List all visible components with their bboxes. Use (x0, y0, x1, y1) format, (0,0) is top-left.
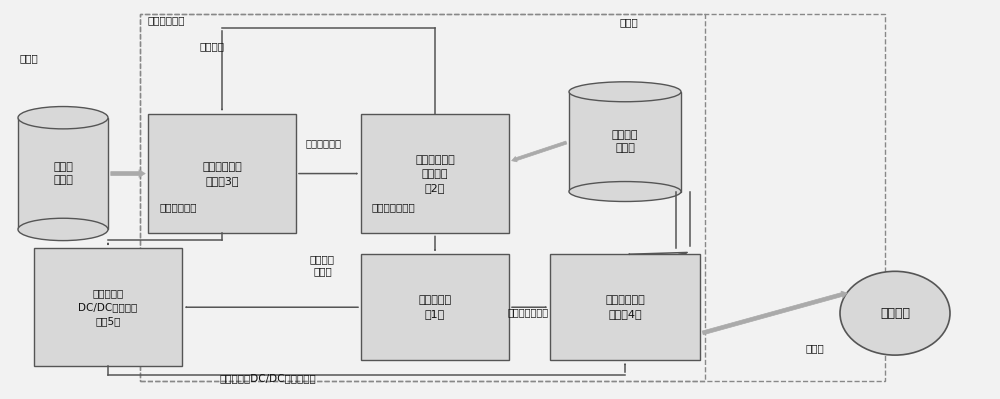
Text: 蓄电池损失功率: 蓄电池损失功率 (508, 307, 549, 317)
Text: 输入端: 输入端 (20, 53, 39, 63)
Ellipse shape (18, 107, 108, 129)
Text: 电机损耗: 电机损耗 (200, 41, 225, 51)
Bar (361, 114, 509, 233)
Text: 蓄电池需求电流: 蓄电池需求电流 (372, 201, 416, 212)
Bar (550, 255, 700, 360)
Text: 输入端: 输入端 (620, 17, 639, 27)
Text: 超级电容
端电压: 超级电容 端电压 (310, 255, 335, 276)
Ellipse shape (569, 182, 681, 201)
Bar (569, 92, 681, 192)
Text: 输出端: 输出端 (805, 343, 824, 353)
Text: 需求功率产生
模型（3）: 需求功率产生 模型（3） (202, 162, 242, 186)
Text: 超级电容及DC/DC逆变器损耗: 超级电容及DC/DC逆变器损耗 (220, 373, 317, 383)
Bar (140, 14, 705, 381)
Ellipse shape (569, 82, 681, 102)
Text: 超级电容及
DC/DC逆变器模
型（5）: 超级电容及 DC/DC逆变器模 型（5） (78, 288, 138, 326)
Bar (18, 118, 108, 229)
Text: 总线需求电流: 总线需求电流 (160, 201, 198, 212)
Text: 蓄电池限
制功率: 蓄电池限 制功率 (612, 130, 638, 153)
Text: 蓄电池模型
（1）: 蓄电池模型 （1） (418, 295, 452, 319)
Ellipse shape (840, 271, 950, 355)
Text: 系统效率计算
模型（4）: 系统效率计算 模型（4） (605, 295, 645, 319)
Ellipse shape (18, 218, 108, 241)
Text: 系统效率: 系统效率 (880, 307, 910, 320)
Bar (361, 255, 509, 360)
Text: 车速、
加速度: 车速、 加速度 (53, 162, 73, 185)
Bar (148, 114, 296, 233)
Bar (140, 14, 885, 381)
Bar (34, 248, 182, 366)
Text: 工作模式逻辑
判断模型
（2）: 工作模式逻辑 判断模型 （2） (415, 154, 455, 193)
Text: 总线需求功率: 总线需求功率 (305, 138, 341, 149)
Text: 路面需求功率: 路面需求功率 (148, 15, 186, 25)
